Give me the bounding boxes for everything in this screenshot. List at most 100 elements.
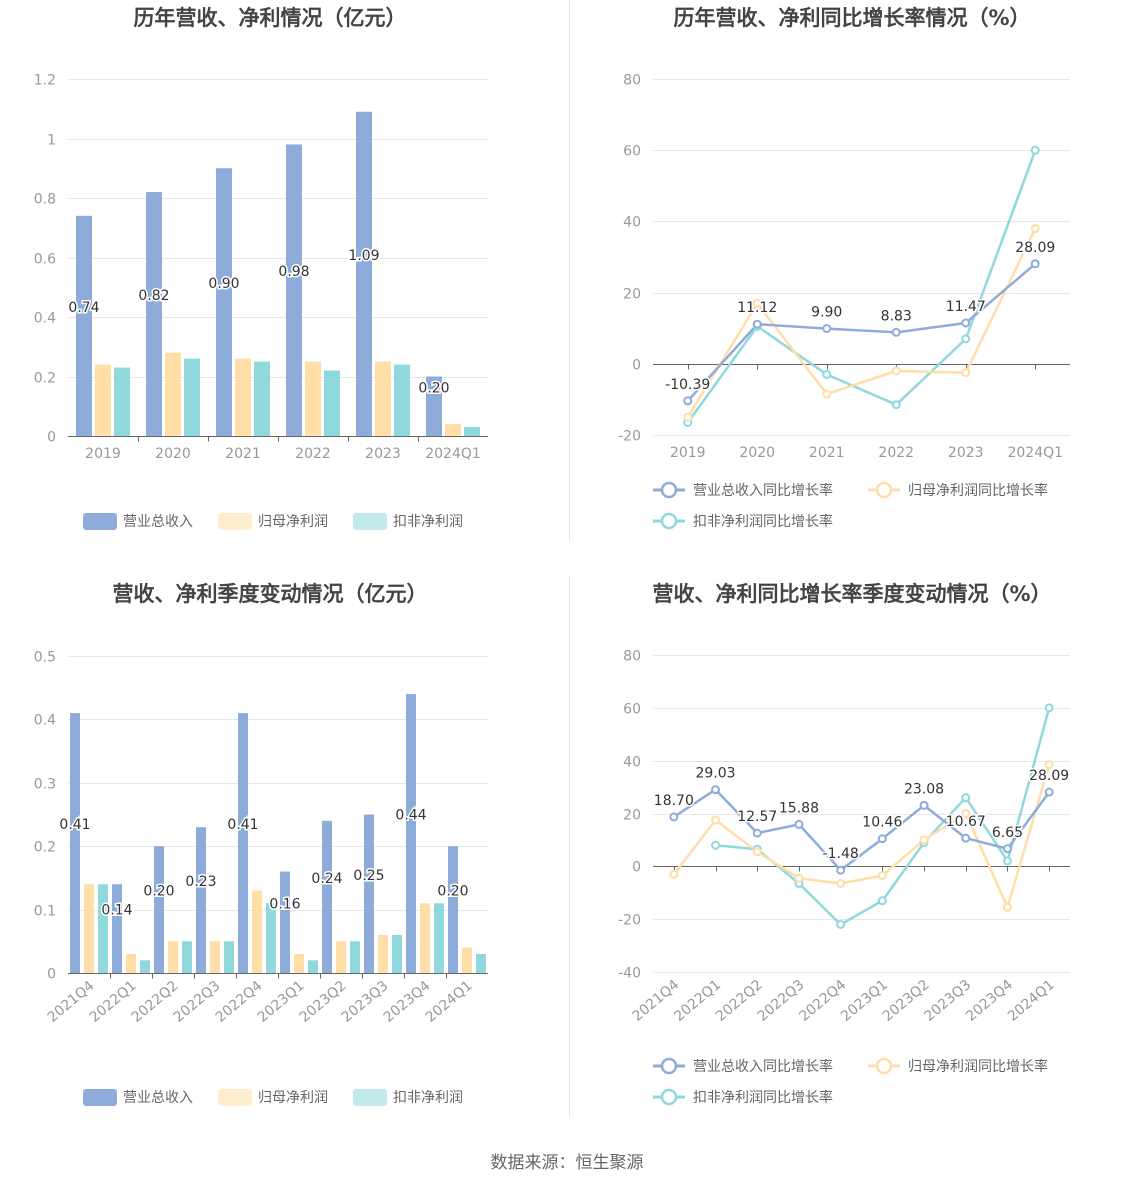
bar <box>336 941 346 973</box>
data-point <box>919 800 929 810</box>
data-point <box>711 815 721 825</box>
bar <box>254 361 270 436</box>
y-tick-label: 0.2 <box>34 840 56 856</box>
series-line <box>686 262 1037 402</box>
data-point <box>669 869 679 879</box>
data-source: 数据来源：恒生聚源 <box>491 1153 644 1173</box>
x-tick-label: 2023Q2 <box>297 978 350 1026</box>
legend-swatch <box>83 1089 117 1106</box>
data-label: 29.03 <box>696 766 736 782</box>
x-tick-label: 2023 <box>948 445 984 461</box>
data-label: 11.12 <box>737 300 777 316</box>
data-point <box>669 812 679 822</box>
bar <box>294 953 304 973</box>
bar <box>392 934 402 973</box>
data-label: 0.23 <box>185 874 216 890</box>
x-tick-label: 2024Q1 <box>423 978 476 1026</box>
bar <box>84 884 94 973</box>
data-point <box>1030 259 1040 269</box>
data-label: 0.41 <box>59 817 90 833</box>
bar <box>462 947 472 973</box>
y-tick-label: 80 <box>623 649 641 665</box>
bar <box>154 846 164 973</box>
data-point <box>752 828 762 838</box>
x-tick-label: 2021 <box>809 445 845 461</box>
data-point <box>891 366 901 376</box>
data-point <box>794 819 804 829</box>
data-point <box>822 324 832 334</box>
bar <box>375 361 391 436</box>
legend-swatch <box>353 513 387 530</box>
y-tick-label: 20 <box>623 808 641 824</box>
bar <box>224 941 234 973</box>
data-point <box>877 871 887 881</box>
data-point <box>961 793 971 803</box>
data-point <box>1030 224 1040 234</box>
y-tick-label: 20 <box>623 287 641 303</box>
bar <box>168 941 178 973</box>
data-point <box>836 879 846 889</box>
data-point <box>822 369 832 379</box>
x-tick-label: 2024Q1 <box>1005 977 1058 1025</box>
series-line <box>673 788 1051 872</box>
legend-swatch <box>353 1089 387 1106</box>
data-label: 10.67 <box>946 814 986 830</box>
data-point <box>1030 145 1040 155</box>
x-tick-label: 2024Q1 <box>1007 445 1063 461</box>
data-label: 0.20 <box>437 884 468 900</box>
data-point <box>836 865 846 875</box>
series-line <box>672 764 1051 909</box>
bar <box>196 827 206 973</box>
data-point <box>877 896 887 906</box>
y-tick-label: 1.2 <box>34 73 56 89</box>
quarterly-growth-rate-chart: 营收、净利同比增长率季度变动情况（%） -40-200204060802021Q… <box>618 582 1071 1106</box>
data-point <box>1044 703 1054 713</box>
x-tick-label: 2022 <box>878 445 914 461</box>
data-label: 11.47 <box>946 299 986 315</box>
legend-label: 归母净利润同比增长率 <box>908 482 1048 499</box>
data-label: 0.74 <box>68 300 99 316</box>
bar <box>305 361 321 436</box>
bar <box>76 215 92 436</box>
data-label: 0.25 <box>353 868 384 884</box>
data-label: 0.24 <box>311 871 342 887</box>
y-tick-label: -40 <box>618 966 641 982</box>
data-label: 18.70 <box>654 793 694 809</box>
legend-label: 营业总收入同比增长率 <box>693 1058 833 1075</box>
bar <box>266 903 276 973</box>
bar <box>216 168 232 436</box>
bar <box>350 941 360 973</box>
data-label: 0.20 <box>143 884 174 900</box>
bar <box>140 960 150 973</box>
x-tick-label: 2023Q1 <box>255 978 308 1026</box>
bar <box>322 820 332 973</box>
data-point <box>1002 844 1012 854</box>
data-point <box>1044 760 1054 770</box>
x-tick-label: 2021 <box>225 446 261 462</box>
y-tick-label: 0 <box>632 860 641 876</box>
legend-swatch <box>218 1089 252 1106</box>
y-tick-label: 0.6 <box>34 252 56 268</box>
data-point <box>919 835 929 845</box>
data-point <box>961 318 971 328</box>
data-point <box>683 396 693 406</box>
data-point <box>1002 902 1012 912</box>
data-label: 6.65 <box>992 825 1023 841</box>
data-label: 0.90 <box>208 276 239 292</box>
chart-title: 营收、净利季度变动情况（亿元） <box>113 582 428 606</box>
data-point <box>961 809 971 818</box>
y-tick-label: -20 <box>618 913 641 929</box>
quarterly-revenue-profit-chart: 营收、净利季度变动情况（亿元） 00.10.20.30.40.52021Q420… <box>34 582 488 1106</box>
series-line <box>686 149 1037 424</box>
y-tick-label: 0.4 <box>34 311 56 327</box>
y-tick-label: 0.8 <box>34 192 56 208</box>
y-tick-label: 40 <box>623 755 641 771</box>
data-label: 0.98 <box>278 264 309 280</box>
data-label: 10.46 <box>862 815 902 831</box>
bar <box>448 846 458 973</box>
bar <box>165 352 181 436</box>
legend-marker <box>660 1088 678 1106</box>
data-point <box>752 847 762 857</box>
data-point <box>961 833 971 843</box>
data-point <box>836 919 846 929</box>
